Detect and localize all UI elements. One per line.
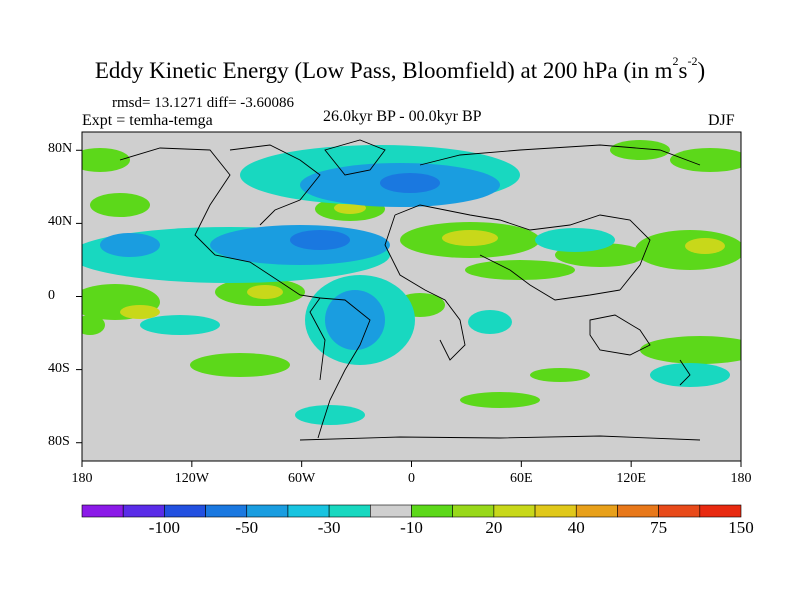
colorbar-label: 75	[650, 518, 668, 537]
colorbar-swatch	[534, 504, 577, 518]
positive-anomaly-areas	[82, 140, 741, 408]
colorbar-swatch	[287, 504, 330, 518]
season-label: DJF	[708, 112, 735, 129]
y-tick-marks	[76, 149, 82, 444]
x-tick-marks	[81, 461, 742, 467]
title-text: Eddy Kinetic Energy (Low Pass, Bloomfiel…	[94, 58, 673, 83]
map-field	[82, 132, 741, 461]
colorbar-swatch	[452, 504, 495, 518]
colorbar-label: 150	[728, 518, 754, 537]
colorbar-swatch	[658, 504, 701, 518]
y-tick-label: 0	[48, 287, 55, 303]
colorbar-swatch	[575, 504, 618, 518]
coastlines	[119, 139, 701, 441]
map-title: Eddy Kinetic Energy (Low Pass, Bloomfiel…	[0, 54, 800, 84]
strong-positive-anomaly-areas	[120, 202, 725, 319]
colorbar-label: -10	[400, 518, 423, 537]
colorbar-swatch	[205, 504, 248, 518]
colorbar-swatch	[246, 504, 289, 518]
x-tick-label: 180	[730, 471, 752, 486]
stats-label: rmsd= 13.1271 diff= -3.60086	[112, 95, 295, 111]
period-label: 26.0kyr BP - 00.0kyr BP	[323, 108, 482, 125]
colorbar-swatch	[328, 504, 371, 518]
title-sup-1: 2	[672, 54, 679, 69]
colorbar-label: -100	[148, 518, 180, 537]
colorbar-label: 20	[485, 518, 503, 537]
colorbar-label: 40	[567, 518, 585, 537]
colorbar-swatch	[122, 504, 165, 518]
colorbar-swatch	[81, 504, 124, 518]
colorbar-label: -50	[235, 518, 259, 537]
title-close: )	[697, 58, 706, 83]
colorbar-swatch	[411, 504, 453, 518]
x-tick-label: 120E	[616, 471, 646, 486]
x-tick-label: 120W	[174, 471, 209, 486]
colorbar-swatch	[370, 504, 412, 518]
x-tick-label: 180	[71, 471, 93, 486]
colorbar-swatch	[699, 504, 742, 518]
experiment-label: Expt = temha-temga	[82, 112, 213, 129]
colorbar-label: -30	[317, 518, 341, 537]
title-unit-s: s	[678, 58, 688, 83]
colorbar-swatch	[493, 504, 536, 518]
colorbar-swatch	[164, 504, 206, 518]
title-sup-2: -2	[687, 54, 698, 69]
colorbar	[81, 504, 742, 518]
x-tick-label: 60E	[510, 471, 533, 486]
y-tick-label: 80S	[48, 433, 70, 449]
x-tick-label: 60W	[288, 471, 316, 486]
y-tick-label: 40N	[48, 214, 73, 230]
colorbar-swatch	[617, 504, 659, 518]
x-tick-label: 0	[408, 471, 415, 486]
strong-negative-anomaly-areas	[290, 173, 440, 250]
y-tick-label: 80N	[48, 141, 73, 157]
y-tick-label: 40S	[48, 360, 70, 376]
